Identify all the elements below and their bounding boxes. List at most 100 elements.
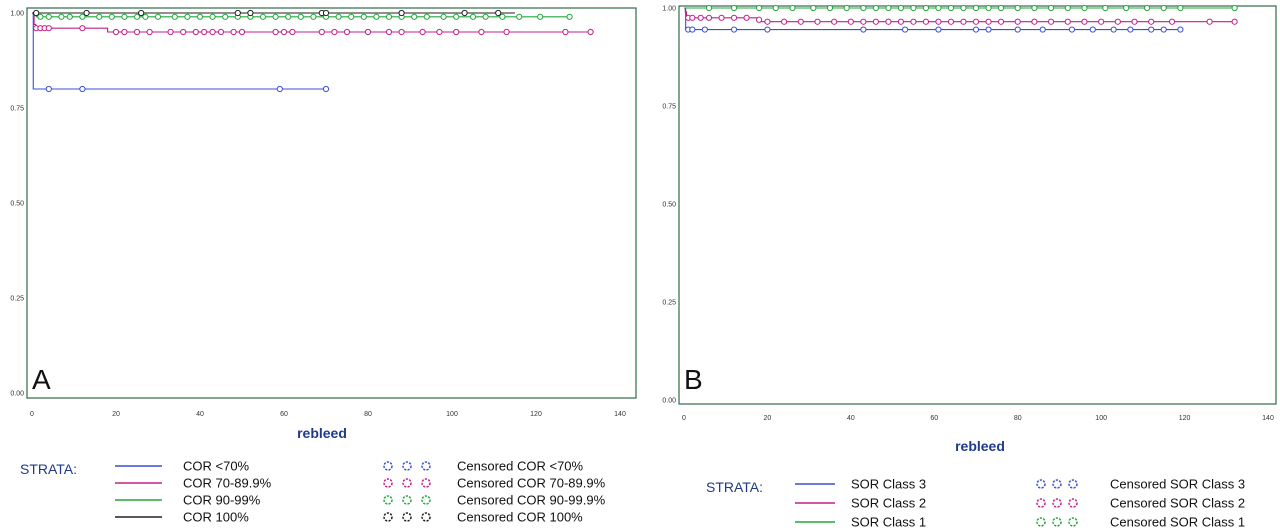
censored-marker xyxy=(1039,26,1046,33)
legend-censored-swatch xyxy=(1068,517,1078,527)
censored-marker xyxy=(960,4,967,12)
censored-marker xyxy=(755,4,763,12)
censored-marker xyxy=(108,13,115,20)
censored-marker xyxy=(276,85,283,93)
censored-marker xyxy=(705,4,713,12)
censored-marker xyxy=(1123,4,1130,12)
censored-marker xyxy=(238,28,246,36)
y-tick-label: 1.00 xyxy=(662,6,676,13)
censored-marker xyxy=(360,13,367,20)
censored-marker xyxy=(1127,26,1134,33)
censored-marker xyxy=(398,28,405,36)
legend-censored-swatch xyxy=(421,478,431,488)
x-tick-label: 80 xyxy=(1014,415,1022,422)
legend-censored-label: Censored SOR Class 2 xyxy=(1110,496,1245,511)
censored-marker xyxy=(689,26,696,33)
censored-marker xyxy=(121,28,128,36)
x-tick-label: 20 xyxy=(112,411,120,418)
censored-marker xyxy=(985,4,992,12)
censored-marker xyxy=(411,13,418,20)
y-tick-label: 0.00 xyxy=(662,398,676,405)
censored-marker xyxy=(272,13,279,20)
censored-marker xyxy=(947,4,955,12)
censored-marker xyxy=(755,16,763,23)
censored-marker xyxy=(154,13,162,20)
legend-censored-swatch xyxy=(421,461,431,471)
panel-b-x-axis-label: rebleed xyxy=(955,438,1005,454)
censored-marker xyxy=(184,13,191,20)
y-tick-label: 0.25 xyxy=(662,300,676,307)
censored-marker xyxy=(1143,4,1151,12)
censored-marker xyxy=(718,14,725,21)
legend-censored-swatch xyxy=(402,461,412,471)
censored-marker xyxy=(1177,4,1184,12)
legend-censored-swatch xyxy=(421,512,431,522)
censored-marker xyxy=(860,26,867,33)
censored-marker xyxy=(537,13,544,20)
y-tick-label: 0.50 xyxy=(662,202,676,209)
censored-marker xyxy=(1064,4,1071,12)
x-tick-label: 20 xyxy=(764,415,772,422)
censored-marker xyxy=(45,13,52,20)
censored-marker xyxy=(280,28,288,36)
censored-marker xyxy=(764,26,771,33)
legend-censored-swatch xyxy=(402,478,412,488)
censored-marker xyxy=(180,28,187,36)
legend-censored-swatch xyxy=(383,512,393,522)
censored-marker xyxy=(440,13,447,20)
censored-marker xyxy=(1014,26,1021,33)
plot-frame xyxy=(678,5,1277,405)
censored-marker xyxy=(972,4,980,12)
censored-marker xyxy=(478,28,485,36)
censored-marker xyxy=(814,18,821,25)
censored-marker xyxy=(797,18,804,25)
censored-marker xyxy=(960,18,967,25)
plot-frame xyxy=(26,7,637,399)
y-tick-label: 0.75 xyxy=(662,104,676,111)
censored-marker xyxy=(482,13,489,20)
censored-marker xyxy=(1131,18,1138,25)
censored-marker xyxy=(1064,18,1071,25)
y-tick-label: 0.25 xyxy=(10,296,24,303)
censored-marker xyxy=(1068,26,1076,33)
legend-series-label: SOR Class 3 xyxy=(851,477,926,492)
censored-marker xyxy=(83,9,90,17)
legend-censored-swatch xyxy=(402,495,412,505)
censored-marker xyxy=(45,85,52,93)
censored-marker xyxy=(730,4,738,12)
censored-marker xyxy=(79,85,86,93)
censored-marker xyxy=(364,28,372,36)
censored-marker xyxy=(285,13,292,20)
censored-marker xyxy=(499,13,506,20)
panel-b: B rebleed STRATA: 0 20 40 60 80 100 120 140 0.00… xyxy=(662,4,1277,530)
censored-marker xyxy=(972,26,980,33)
censored-marker xyxy=(217,28,225,36)
censored-marker xyxy=(1031,4,1038,12)
legend-censored-label: Censored SOR Class 1 xyxy=(1110,515,1245,530)
censored-marker xyxy=(985,18,992,25)
censored-marker xyxy=(167,28,174,36)
y-tick-label: 0.75 xyxy=(10,106,24,113)
censored-marker xyxy=(1031,18,1038,25)
censored-marker xyxy=(33,9,40,17)
legend-censored-label: Censored COR <70% xyxy=(457,459,584,474)
x-tick-label: 0 xyxy=(30,411,34,418)
legend-censored-label: Censored COR 90-99.9% xyxy=(457,493,606,508)
censored-marker xyxy=(335,13,342,20)
censored-marker xyxy=(901,26,909,33)
legend-censored-swatch xyxy=(421,495,431,505)
legend-series-label: COR 90-99% xyxy=(183,493,261,508)
censored-marker xyxy=(562,28,569,36)
censored-marker xyxy=(972,18,980,25)
legend-series-label: SOR Class 2 xyxy=(851,496,926,511)
censored-marker xyxy=(1160,26,1167,33)
censored-marker xyxy=(885,18,892,25)
censored-marker xyxy=(705,14,713,21)
censored-marker xyxy=(142,13,149,20)
panel-b-letter: B xyxy=(684,364,703,395)
censored-marker xyxy=(689,14,696,21)
censored-marker xyxy=(1148,26,1155,33)
censored-marker xyxy=(897,4,905,12)
censored-marker xyxy=(910,18,917,25)
y-tick-label: 0.00 xyxy=(10,391,24,398)
